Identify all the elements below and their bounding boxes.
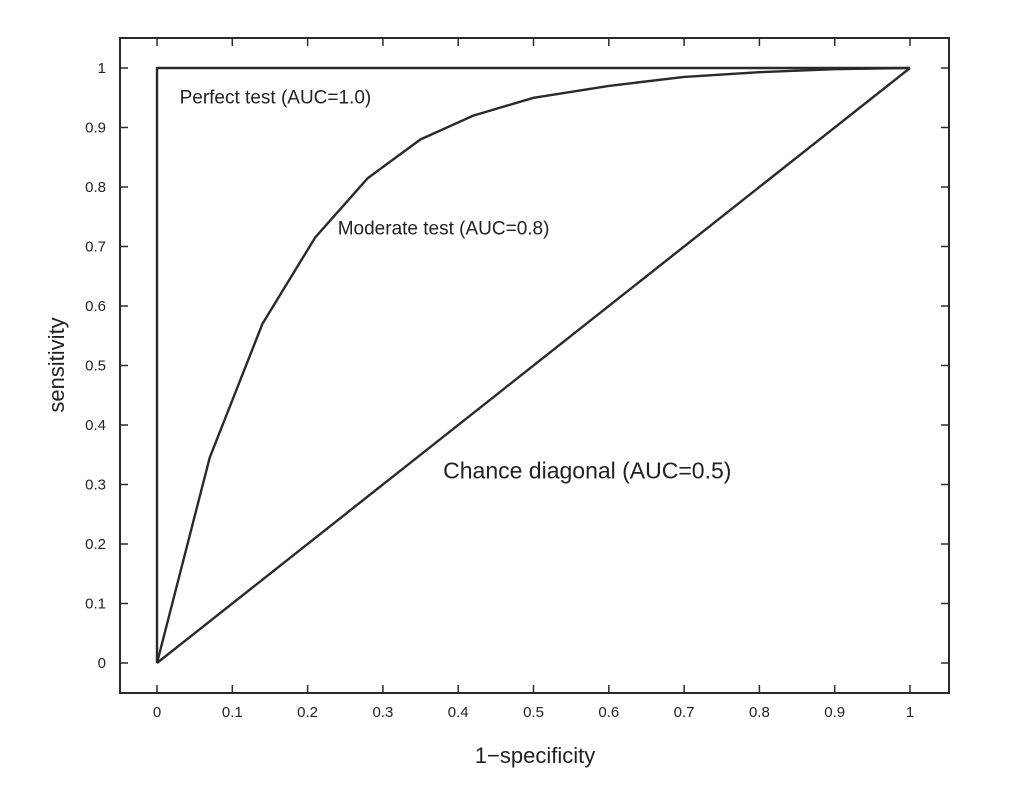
y-tick-label: 0	[98, 655, 106, 672]
y-axis-ticks: 0 0.1 0.2 0.3 0.4 0.5 0.6 0.7 0.8 0.9 1	[85, 60, 949, 672]
x-axis-ticks: 0 0.1 0.2 0.3 0.4 0.5 0.6 0.7 0.8 0.9 1	[153, 38, 914, 721]
y-tick-label: 0.8	[85, 179, 106, 196]
x-tick-label: 1	[906, 704, 914, 721]
y-axis-label: sensitivity	[44, 317, 69, 412]
x-axis-label: 1−specificity	[475, 743, 595, 768]
x-tick-label: 0.4	[448, 704, 469, 721]
x-tick-label: 0.3	[372, 704, 393, 721]
series-layer	[155, 66, 911, 664]
moderate-test-label: Moderate test (AUC=0.8)	[338, 219, 550, 240]
chance-diagonal-label: Chance diagonal (AUC=0.5)	[443, 458, 731, 484]
moderate-test-curve	[155, 66, 911, 664]
x-tick-label: 0.5	[523, 704, 544, 721]
y-tick-label: 1	[98, 60, 106, 77]
y-tick-label: 0.7	[85, 239, 106, 256]
y-tick-label: 0.9	[85, 120, 106, 137]
x-tick-label: 0.6	[598, 704, 619, 721]
chance-diagonal-line	[156, 67, 911, 664]
y-tick-label: 0.4	[85, 417, 106, 434]
perfect-test-label: Perfect test (AUC=1.0)	[180, 88, 372, 109]
y-tick-label: 0.6	[85, 298, 106, 315]
y-tick-label: 0.2	[85, 536, 106, 553]
x-tick-label: 0.8	[749, 704, 770, 721]
y-tick-label: 0.5	[85, 358, 106, 375]
x-tick-label: 0.1	[222, 704, 243, 721]
annotations: Perfect test (AUC=1.0) Moderate test (AUC…	[180, 88, 732, 484]
y-tick-label: 0.3	[85, 477, 106, 494]
x-tick-label: 0.2	[297, 704, 318, 721]
perfect-test-curve	[155, 66, 910, 663]
x-tick-label: 0.7	[674, 704, 695, 721]
y-tick-label: 0.1	[85, 596, 106, 613]
x-tick-label: 0	[153, 704, 161, 721]
x-tick-label: 0.9	[824, 704, 845, 721]
